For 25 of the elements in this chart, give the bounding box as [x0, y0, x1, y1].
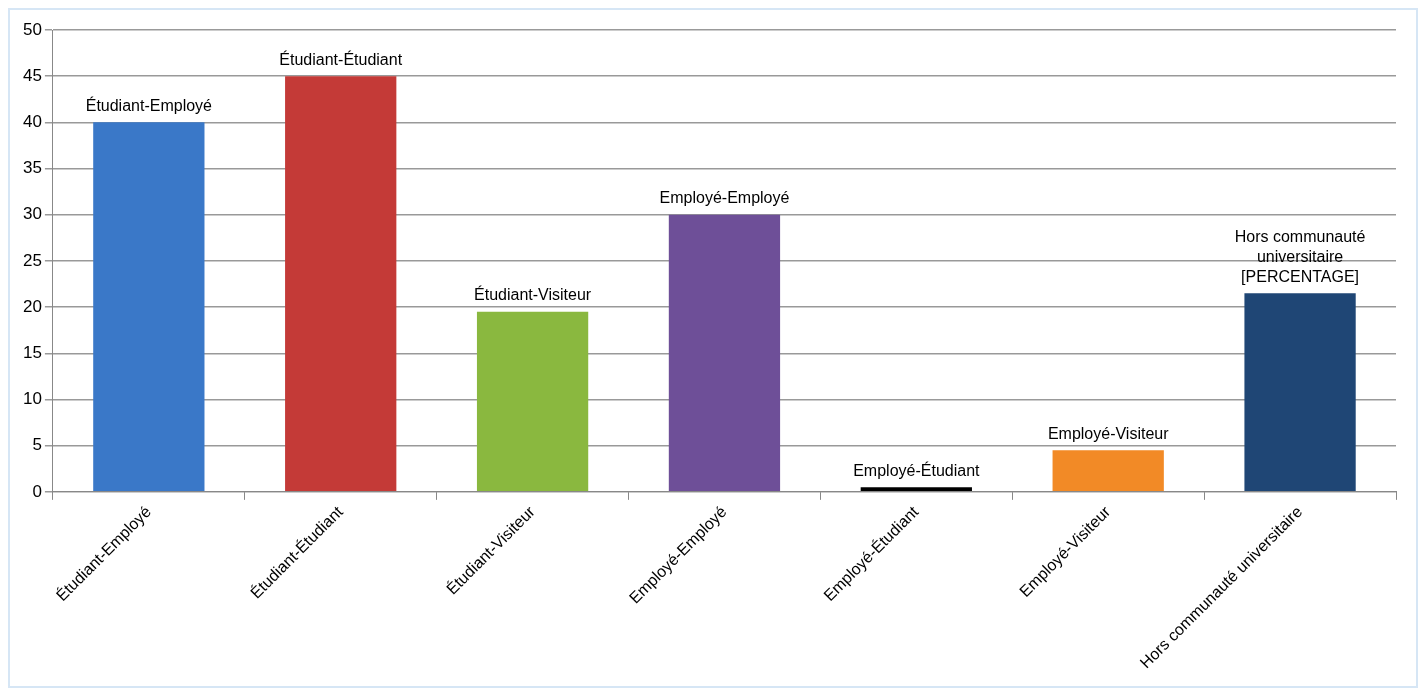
- y-tick-label: 45: [22, 65, 42, 85]
- annotation: Employé-Visiteur: [1047, 424, 1170, 442]
- annotation: Hors communauté universitaire [PERCENTAGE]: [1234, 227, 1366, 285]
- annotation: Étudiant-Visiteur: [474, 285, 592, 304]
- annotation: Employé-Étudiant: [853, 460, 981, 479]
- bar: [1244, 293, 1356, 492]
- y-tick-label: 50: [22, 19, 42, 39]
- y-tick-label: 0: [32, 481, 42, 501]
- y-tick-label: 15: [22, 342, 42, 362]
- bar: [668, 214, 781, 492]
- bar: [93, 122, 205, 492]
- annotation: Étudiant-Employé: [85, 95, 213, 114]
- y-tick-label: 35: [22, 158, 42, 178]
- y-tick-label: 10: [22, 389, 42, 409]
- y-tick-label: 40: [22, 112, 42, 132]
- annotation: Employé-Employé: [659, 189, 790, 207]
- y-tick-label: 20: [22, 296, 42, 316]
- annotation: Étudiant-Étudiant: [279, 49, 403, 68]
- bar: [285, 76, 397, 492]
- y-tick-label: 25: [22, 250, 42, 270]
- y-tick-label: 5: [32, 435, 42, 455]
- bar: [476, 311, 589, 492]
- y-tick-label: 30: [22, 204, 42, 224]
- bar: [860, 487, 972, 492]
- bar: [1052, 450, 1164, 492]
